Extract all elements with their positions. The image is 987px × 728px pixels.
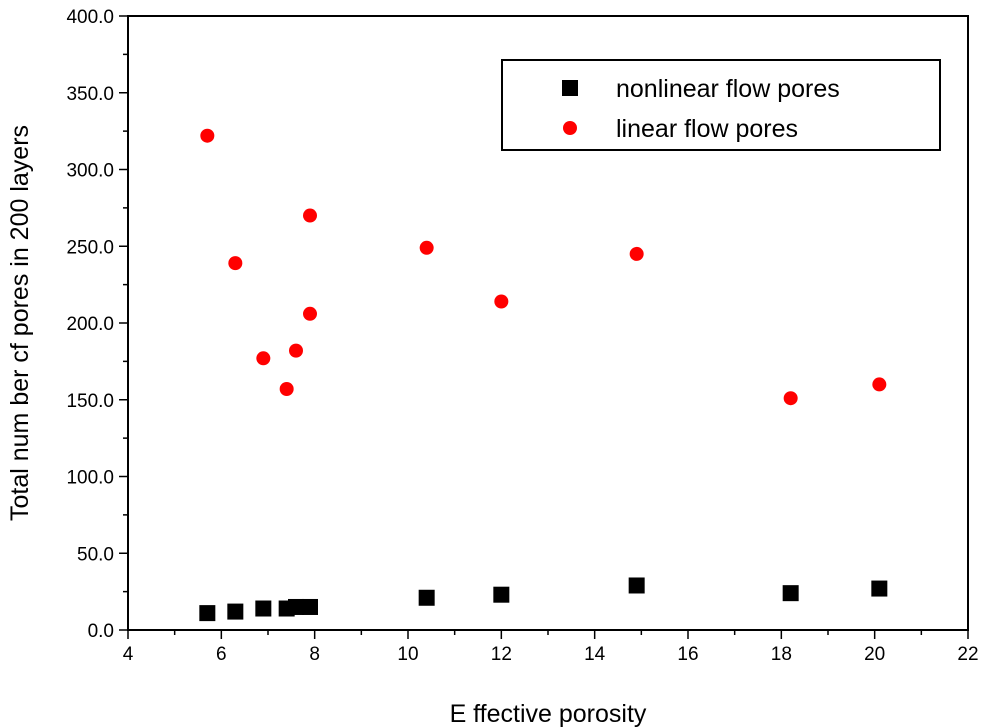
plot-frame — [127, 15, 969, 631]
nonlinear-point — [227, 603, 244, 620]
y-tick-label: 300.0 — [66, 161, 114, 182]
y-tick-label: 50.0 — [77, 544, 114, 565]
x-axis-title: E ffective porosity — [450, 700, 647, 728]
y-tick-label: 400.0 — [66, 7, 114, 28]
x-tick-label: 8 — [309, 644, 320, 665]
x-tick-label: 16 — [677, 644, 698, 665]
nonlinear-point — [493, 586, 510, 603]
nonlinear-point — [302, 598, 318, 615]
x-tick-label: 18 — [771, 644, 792, 665]
x-tick-label: 6 — [216, 644, 227, 665]
nonlinear-point — [628, 577, 645, 594]
x-tick-label: 12 — [491, 644, 512, 665]
linear-point — [629, 246, 644, 261]
y-tick-label: 150.0 — [66, 391, 114, 412]
x-tick-label: 22 — [957, 644, 978, 665]
nonlinear-point — [418, 589, 435, 606]
x-tick-label: 20 — [864, 644, 885, 665]
legend-label-nonlinear: nonlinear flow pores — [616, 75, 840, 103]
legend-box — [501, 59, 941, 151]
linear-point — [419, 240, 434, 255]
linear-point — [494, 294, 509, 309]
legend: nonlinear flow pores linear flow pores — [501, 59, 941, 151]
linear-point — [872, 377, 887, 392]
legend-marker-nonlinear — [562, 80, 578, 96]
tick-labels: 4 6 8 10 12 14 16 18 20 22 0.0 50.0 100.0 150.0 200.0 2… — [66, 7, 978, 665]
linear-point — [783, 391, 798, 406]
y-tick-label: 100.0 — [66, 468, 114, 489]
linear-point — [303, 208, 317, 223]
y-tick-label: 0.0 — [88, 621, 114, 642]
linear-point — [228, 256, 243, 271]
nonlinear-point — [871, 580, 888, 597]
linear-point — [256, 351, 271, 366]
nonlinear-point — [288, 598, 304, 615]
x-tick-label: 14 — [584, 644, 606, 665]
nonlinear-point — [199, 605, 216, 622]
legend-label-linear: linear flow pores — [616, 115, 798, 143]
nonlinear-point — [782, 585, 799, 602]
y-tick-label: 200.0 — [66, 314, 114, 335]
linear-point — [289, 343, 303, 358]
linear-point — [303, 306, 317, 321]
linear-point — [279, 382, 294, 397]
y-axis-title: Total num ber cf pores in 200 layers — [6, 125, 34, 521]
x-tick-label: 4 — [123, 644, 134, 665]
y-tick-label: 350.0 — [66, 84, 114, 105]
linear-point — [200, 128, 215, 143]
legend-marker-linear — [563, 121, 577, 135]
data-points — [199, 128, 888, 622]
y-tick-label: 250.0 — [66, 237, 114, 258]
x-tick-label: 10 — [397, 644, 418, 665]
nonlinear-point — [255, 600, 272, 617]
